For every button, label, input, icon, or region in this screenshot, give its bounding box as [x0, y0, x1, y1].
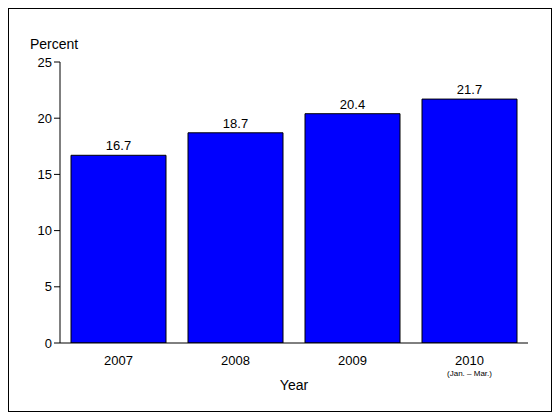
svg-text:20.4: 20.4: [340, 97, 365, 112]
svg-text:15: 15: [38, 167, 52, 182]
svg-text:10: 10: [38, 223, 52, 238]
svg-text:Year: Year: [280, 377, 309, 393]
svg-text:(Jan. – Mar.): (Jan. – Mar.): [447, 369, 492, 378]
svg-text:2009: 2009: [338, 353, 367, 368]
svg-text:0: 0: [45, 336, 52, 351]
svg-text:25: 25: [38, 55, 52, 70]
svg-text:5: 5: [45, 279, 52, 294]
svg-text:20: 20: [38, 111, 52, 126]
svg-text:18.7: 18.7: [223, 116, 248, 131]
svg-text:2007: 2007: [104, 353, 133, 368]
svg-text:16.7: 16.7: [106, 138, 131, 153]
html-text:Percent: Percent: [30, 36, 79, 52]
svg-text:2008: 2008: [221, 353, 250, 368]
svg-text:21.7: 21.7: [457, 82, 482, 97]
svg-text:2010: 2010: [455, 353, 484, 368]
